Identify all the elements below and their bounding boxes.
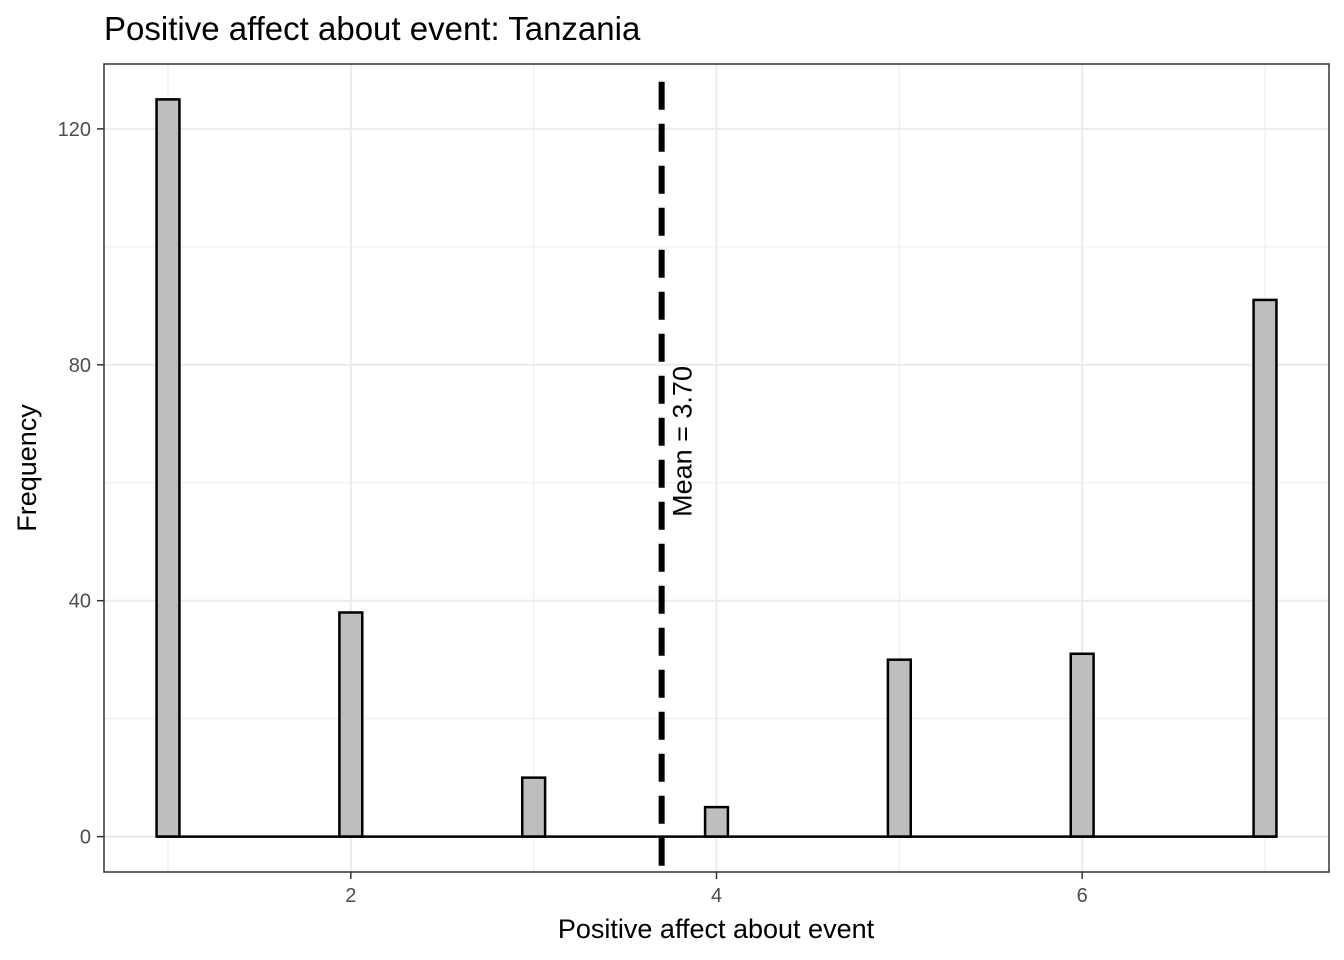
y-tick-label: 0 (80, 827, 91, 849)
x-axis-title: Positive affect about event (558, 914, 875, 944)
y-tick-label: 40 (69, 591, 91, 613)
histogram-bar (886, 658, 913, 838)
y-axis: 0 40 80 120 (58, 119, 104, 849)
histogram-bar (1069, 652, 1095, 838)
mean-label: Mean = 3.70 (668, 366, 698, 517)
histogram-bar (1252, 298, 1278, 838)
x-tick-label: 6 (1077, 885, 1088, 907)
histogram-bar (520, 776, 547, 838)
histogram-bar (155, 98, 181, 838)
histogram-bars (155, 98, 1278, 838)
chart-title: Positive affect about event: Tanzania (104, 10, 641, 47)
x-axis: 2 4 6 (345, 872, 1088, 907)
plot-panel: Mean = 3.70 (103, 63, 1330, 873)
y-axis-title: Frequency (12, 404, 42, 532)
histogram-bar (338, 611, 364, 838)
x-tick-label: 4 (711, 885, 722, 907)
y-tick-label: 120 (58, 119, 91, 141)
histogram-bar (703, 805, 730, 838)
y-tick-label: 80 (69, 355, 91, 377)
x-tick-label: 2 (345, 885, 356, 907)
